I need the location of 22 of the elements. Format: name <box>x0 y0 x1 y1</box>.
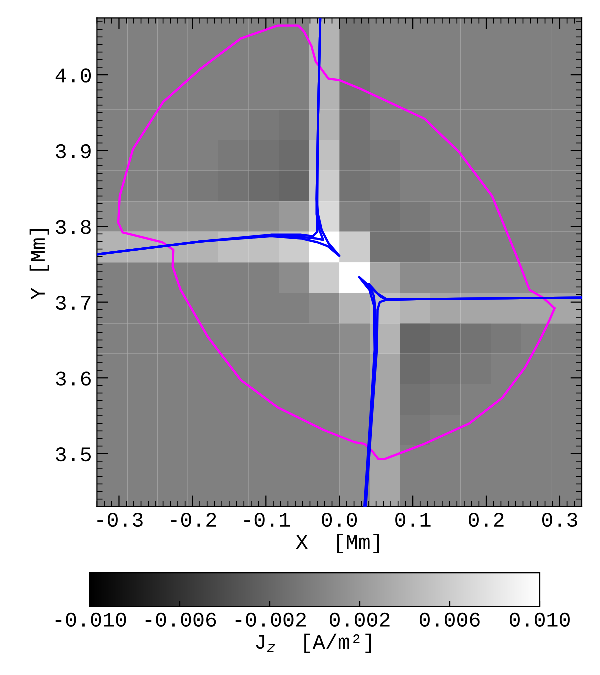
color-bar-label: -0.006 <box>146 612 216 627</box>
y-tick-label: 3.7 <box>56 296 91 310</box>
x-tick-label: -0.3 <box>98 512 143 528</box>
x-axis-title: X [Mm] <box>296 534 380 554</box>
x-tick-label: -0.2 <box>171 512 216 528</box>
color-bar-label: 0.002 <box>330 612 390 627</box>
color-bar-label: 0.010 <box>510 612 570 627</box>
y-tick-label: 3.9 <box>56 144 91 159</box>
text: J$_{z}$ [A/m²] <box>256 634 372 654</box>
color-bar-label: 0.006 <box>420 612 480 627</box>
color-bar-label: -0.010 <box>56 612 126 627</box>
y-tick-label: 3.5 <box>56 448 92 462</box>
y-tick-label: 4.0 <box>56 68 92 83</box>
x-tick-label: 0.2 <box>469 512 504 528</box>
x-tick-label: 0.3 <box>542 512 578 528</box>
y-tick-label: 3.6 <box>56 372 91 386</box>
y-tick-label: 3.8 <box>56 220 91 234</box>
color-bar-label: -0.002 <box>236 612 306 627</box>
y-axis-title: Y [Mm] <box>30 229 50 300</box>
x-tick-label: 0.1 <box>396 512 431 528</box>
x-tick-label: 0.0 <box>322 512 358 528</box>
x-tick-label: -0.1 <box>244 512 290 528</box>
